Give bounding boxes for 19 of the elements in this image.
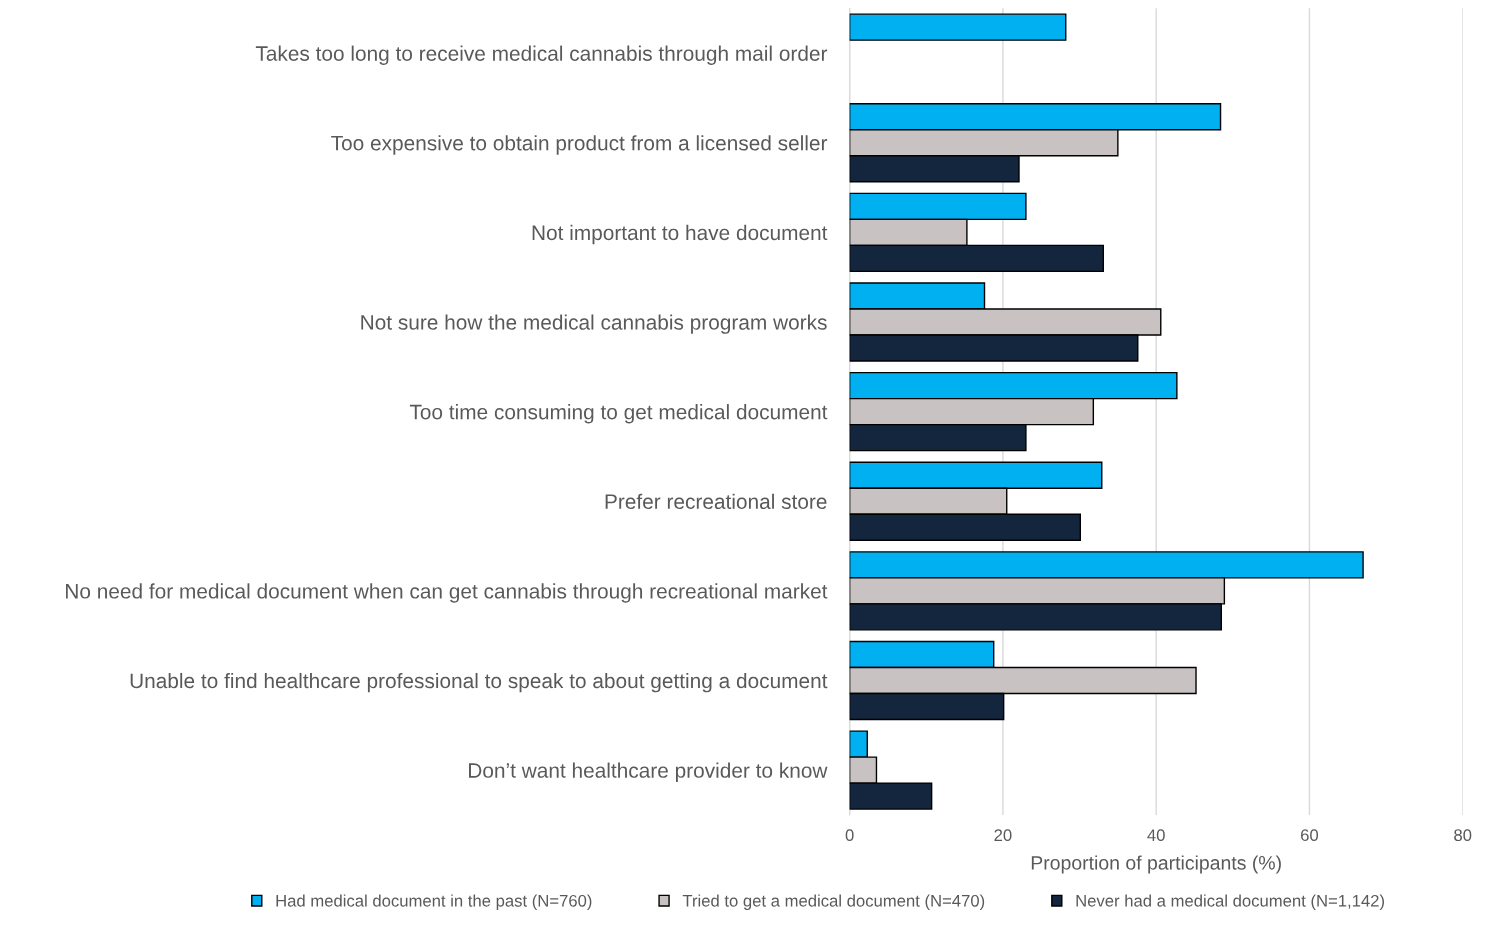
x-tick-label: 80 bbox=[1454, 829, 1472, 842]
legend-label: Never had a medical document (N=1,142) bbox=[1076, 894, 1384, 910]
y-tick-label: Not sure how the medical cannabis program works bbox=[361, 314, 827, 334]
legend-label: Tried to get a medical document (N=470) bbox=[682, 894, 985, 910]
y-tick-label: Takes too long to receive medical cannabis through mail order bbox=[255, 45, 828, 66]
x-axis-title: Proportion of participants (%) bbox=[1031, 855, 1281, 874]
x-tick-label: 40 bbox=[1147, 829, 1165, 842]
y-tick-label: Too time consuming to get medical document bbox=[409, 404, 828, 424]
legend-label: Had medical document in the past (N=760) bbox=[276, 894, 592, 910]
y-tick-label: Too expensive to obtain product from a licensed seller bbox=[331, 135, 828, 155]
y-tick-label: Not important to have document bbox=[532, 224, 828, 245]
y-tick-label: Prefer recreational store bbox=[605, 493, 827, 509]
y-tick-label: No need for medical document when can get cannabis through recreational market bbox=[66, 583, 828, 603]
x-tick-label: 60 bbox=[1301, 829, 1319, 842]
y-tick-label: Unable to find healthcare professional to speak to about getting a document bbox=[130, 672, 828, 693]
x-tick-label: 0 bbox=[845, 829, 854, 842]
y-tick-label: Don’t want healthcare provider to know bbox=[469, 762, 828, 782]
x-tick-label: 20 bbox=[994, 829, 1012, 842]
bar bbox=[849, 13, 1067, 41]
